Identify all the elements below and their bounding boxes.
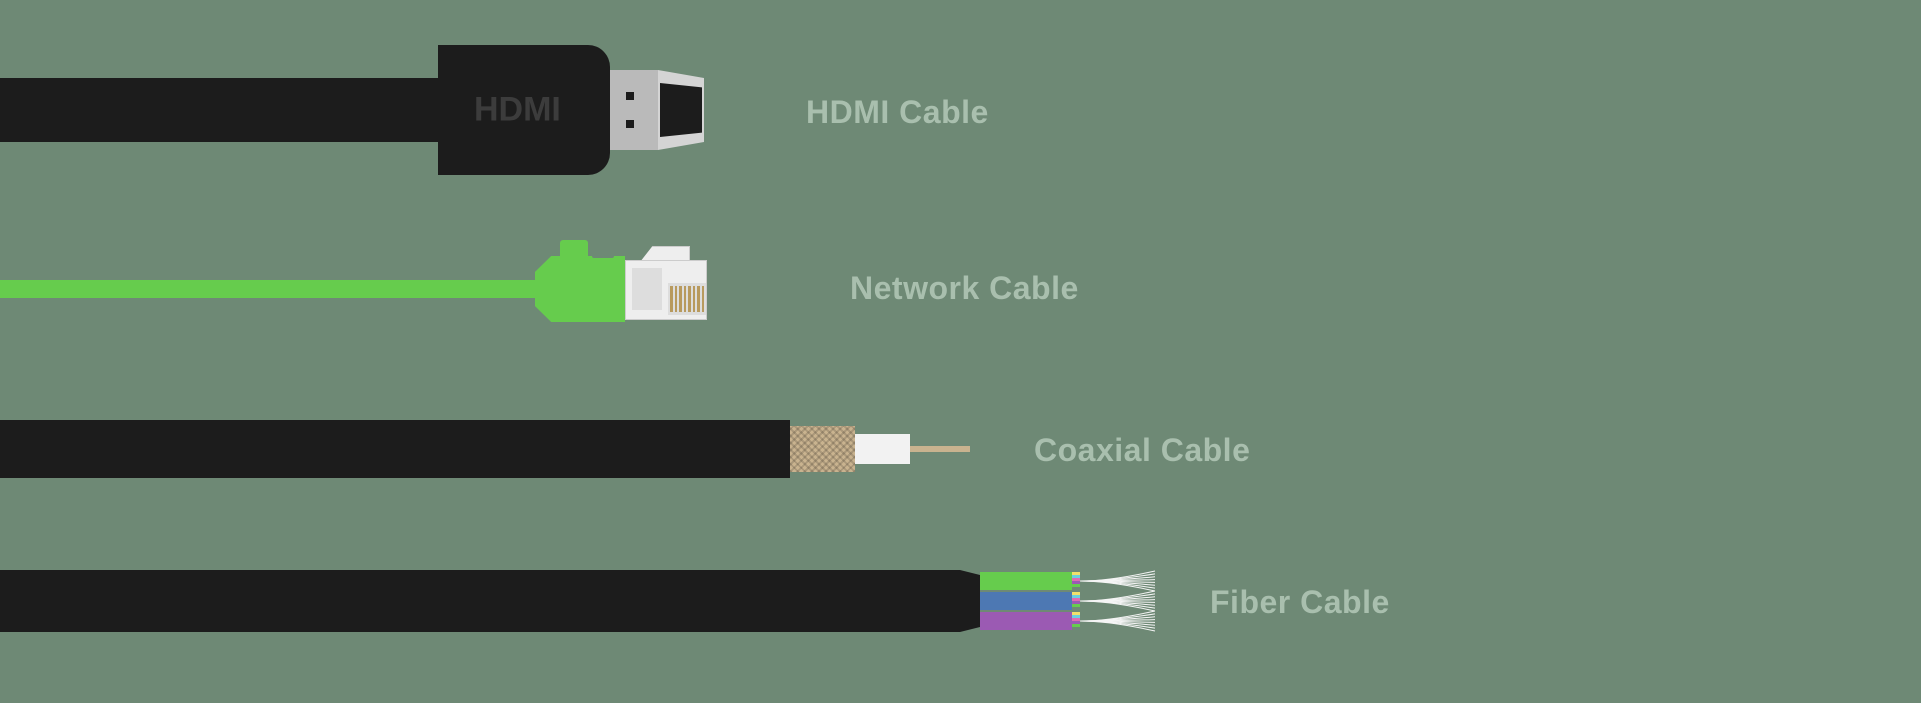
hdmi-tip-inner [660,83,702,137]
coax-pin [910,446,970,452]
hdmi-connector-text: HDMI [474,91,561,130]
fiber-tube [980,572,1072,590]
fiber-tube [980,592,1072,610]
fiber-ring [1072,572,1080,590]
network-cable-body [0,280,535,298]
hdmi-cable-body [0,78,440,142]
hdmi-label: HDMI Cable [806,94,989,131]
fiber-label: Fiber Cable [1210,584,1390,621]
network-label: Network Cable [850,270,1079,307]
fiber-strands [1080,590,1155,612]
rj45-contacts [668,283,706,315]
fiber-strands [1080,570,1155,592]
rj45-boot-ridge [560,240,588,256]
fiber-cable-end [960,570,980,632]
coax-dielectric [855,434,910,464]
rj45-inner [632,268,662,310]
fiber-ring [1072,592,1080,610]
rj45-boot-cut [592,250,614,258]
fiber-cable-body [0,570,960,632]
hdmi-metal-collar [610,70,658,150]
fiber-ring [1072,612,1080,630]
coax-label: Coaxial Cable [1034,432,1250,469]
hdmi-hole [626,92,634,100]
fiber-strands [1080,610,1155,632]
rj45-boot [535,256,625,322]
hdmi-plug-body: HDMI [438,45,610,175]
coax-braid [790,426,855,472]
fiber-tube [980,612,1072,630]
coax-cable-body [0,420,790,478]
hdmi-hole [626,120,634,128]
